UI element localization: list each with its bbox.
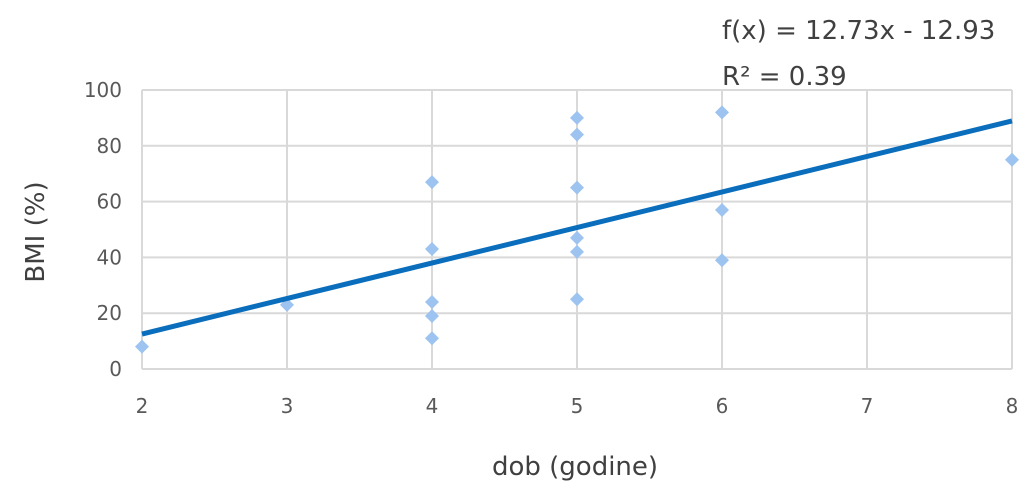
data-point (570, 110, 584, 125)
y-tick-label: 20 (97, 301, 122, 325)
data-point (1005, 152, 1019, 167)
data-point (425, 242, 439, 257)
y-tick-label: 60 (97, 190, 122, 214)
x-tick-label: 8 (1006, 394, 1019, 418)
data-point (425, 175, 439, 190)
data-point (570, 127, 584, 142)
data-point (425, 308, 439, 323)
y-axis-label: BMI (%) (21, 181, 51, 283)
x-axis-label: dob (godine) (491, 452, 659, 482)
x-tick-label: 2 (136, 394, 149, 418)
y-tick-label: 80 (97, 134, 122, 158)
data-point (570, 292, 584, 307)
data-point (425, 331, 439, 346)
y-tick-label: 0 (109, 357, 122, 381)
data-point (425, 295, 439, 310)
data-point (715, 253, 729, 268)
data-point (570, 230, 584, 245)
trendline-r2: R² = 0.39 (722, 62, 847, 92)
data-point (715, 105, 729, 120)
trendline-equation: f(x) = 12.73x - 12.93 (722, 16, 996, 46)
y-tick-label: 40 (97, 245, 122, 269)
data-point (570, 244, 584, 259)
x-tick-label: 3 (281, 394, 294, 418)
x-tick-label: 5 (571, 394, 584, 418)
y-tick-label: 100 (84, 78, 122, 102)
data-point (570, 180, 584, 195)
x-tick-label: 4 (426, 394, 439, 418)
data-point (135, 339, 149, 354)
x-tick-label: 7 (861, 394, 874, 418)
data-point (715, 202, 729, 217)
x-tick-label: 6 (716, 394, 729, 418)
trendline (141, 118, 1013, 337)
